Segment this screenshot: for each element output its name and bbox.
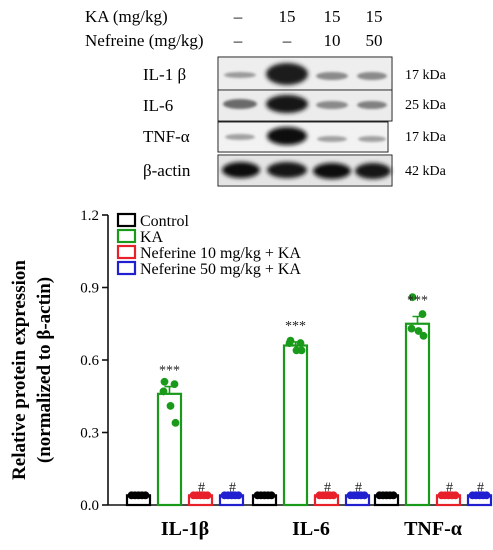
data-point <box>166 402 175 410</box>
blot-protein-label: β-actin <box>143 161 191 180</box>
significance-marker: # <box>229 480 236 495</box>
blot-band <box>317 136 347 142</box>
significance-marker: # <box>324 480 331 495</box>
data-point <box>329 491 338 500</box>
blot-band <box>357 101 387 109</box>
significance-marker: # <box>355 480 362 495</box>
blot-size-label: 25 kDa <box>405 98 447 113</box>
blot-band <box>223 99 257 109</box>
legend-swatch <box>116 228 137 244</box>
blot-size-label: 17 kDa <box>405 68 447 83</box>
x-axis: IL-1β IL-6 TNF-α <box>108 504 482 540</box>
y-axis-title: Relative protein expression <box>9 260 30 480</box>
blot-header-value: – <box>233 7 243 26</box>
legend-label: KA <box>140 229 164 246</box>
data-point <box>296 339 305 347</box>
blot-row-il1b: IL-1 β 17 kDa <box>143 56 447 94</box>
blot-band <box>316 72 348 80</box>
blot-header-value: – <box>233 31 243 50</box>
blot-row-il6: IL-6 25 kDa <box>143 89 447 122</box>
blot-size-label: 17 kDa <box>405 130 447 145</box>
blot-protein-label: IL-6 <box>143 96 173 115</box>
x-category-label: IL-1β <box>161 518 209 540</box>
bar-chart: Relative protein expression (normalized … <box>9 208 493 540</box>
blot-row-tnfa: TNF-α 17 kDa <box>143 121 447 153</box>
data-point <box>203 491 212 500</box>
significance-marker: *** <box>407 294 428 309</box>
y-axis: 0.0 0.3 0.6 0.9 1.2 <box>80 208 109 514</box>
legend-label: Neferine 50 mg/kg + KA <box>140 261 301 278</box>
y-tick-label: 0.3 <box>80 426 99 442</box>
data-point <box>451 491 460 500</box>
data-point <box>171 418 180 427</box>
bar <box>404 322 431 507</box>
data-point <box>285 339 294 347</box>
blot-header-value: 50 <box>366 31 383 50</box>
legend-label: Control <box>140 213 189 230</box>
data-point <box>159 387 168 396</box>
y-tick-label: 0.0 <box>80 498 99 514</box>
legend-swatch <box>116 244 137 260</box>
data-point <box>414 327 423 335</box>
data-point <box>297 346 306 355</box>
y-axis-subtitle: (normalized to β-actin) <box>34 277 55 463</box>
bar <box>156 392 183 507</box>
blot-band <box>222 162 260 178</box>
bar-series: *** *** *** # # # # # # <box>125 293 493 507</box>
blot-header-value: 15 <box>279 7 296 26</box>
western-blot: KA (mg/kg) – 15 15 15 Nefreine (mg/kg) –… <box>85 7 447 187</box>
blot-row-beta-actin: β-actin 42 kDa <box>143 154 447 187</box>
blot-band <box>225 134 255 140</box>
significance-marker: # <box>446 480 453 495</box>
data-point <box>141 491 150 500</box>
data-point <box>407 324 416 333</box>
blot-band <box>267 127 307 145</box>
bar <box>282 344 309 507</box>
blot-band <box>266 95 308 113</box>
blot-band <box>224 72 256 78</box>
blot-band <box>313 163 351 179</box>
blot-band <box>357 72 387 80</box>
significance-marker: # <box>198 480 205 495</box>
data-point <box>267 491 276 500</box>
data-point <box>160 377 169 386</box>
blot-band <box>316 101 348 109</box>
blot-protein-label: TNF-α <box>143 127 190 146</box>
y-tick-label: 0.6 <box>80 353 99 369</box>
blot-band <box>267 162 307 178</box>
blot-header-label: KA (mg/kg) <box>85 7 168 26</box>
legend-swatch <box>116 212 137 228</box>
data-point <box>389 491 398 500</box>
significance-marker: # <box>477 480 484 495</box>
blot-protein-label: IL-1 β <box>143 65 186 84</box>
legend-swatch <box>116 260 137 276</box>
data-point <box>482 491 491 500</box>
significance-marker: *** <box>159 364 180 379</box>
blot-header-row-nefreine: Nefreine (mg/kg) – – 10 50 <box>85 31 383 50</box>
blot-header-value: 10 <box>324 31 341 50</box>
data-point <box>234 491 243 500</box>
blot-band <box>266 63 308 85</box>
y-tick-label: 0.9 <box>80 281 99 297</box>
blot-header-row-ka: KA (mg/kg) – 15 15 15 <box>85 7 383 26</box>
blot-header-value: 15 <box>324 7 341 26</box>
blot-size-label: 42 kDa <box>405 164 447 179</box>
data-point <box>170 380 179 389</box>
significance-marker: *** <box>285 319 306 334</box>
data-point <box>419 331 428 340</box>
y-tick-label: 1.2 <box>80 208 99 224</box>
blot-header-value: 15 <box>366 7 383 26</box>
blot-band <box>358 136 386 142</box>
legend-label: Neferine 10 mg/kg + KA <box>140 245 301 262</box>
x-category-label: IL-6 <box>292 518 330 540</box>
data-point <box>408 293 417 302</box>
blot-header-value: – <box>282 31 292 50</box>
blot-header-label: Nefreine (mg/kg) <box>85 31 203 50</box>
data-point <box>360 491 369 500</box>
data-point <box>418 310 427 318</box>
x-category-label: TNF-α <box>404 518 462 540</box>
blot-band <box>355 163 391 179</box>
